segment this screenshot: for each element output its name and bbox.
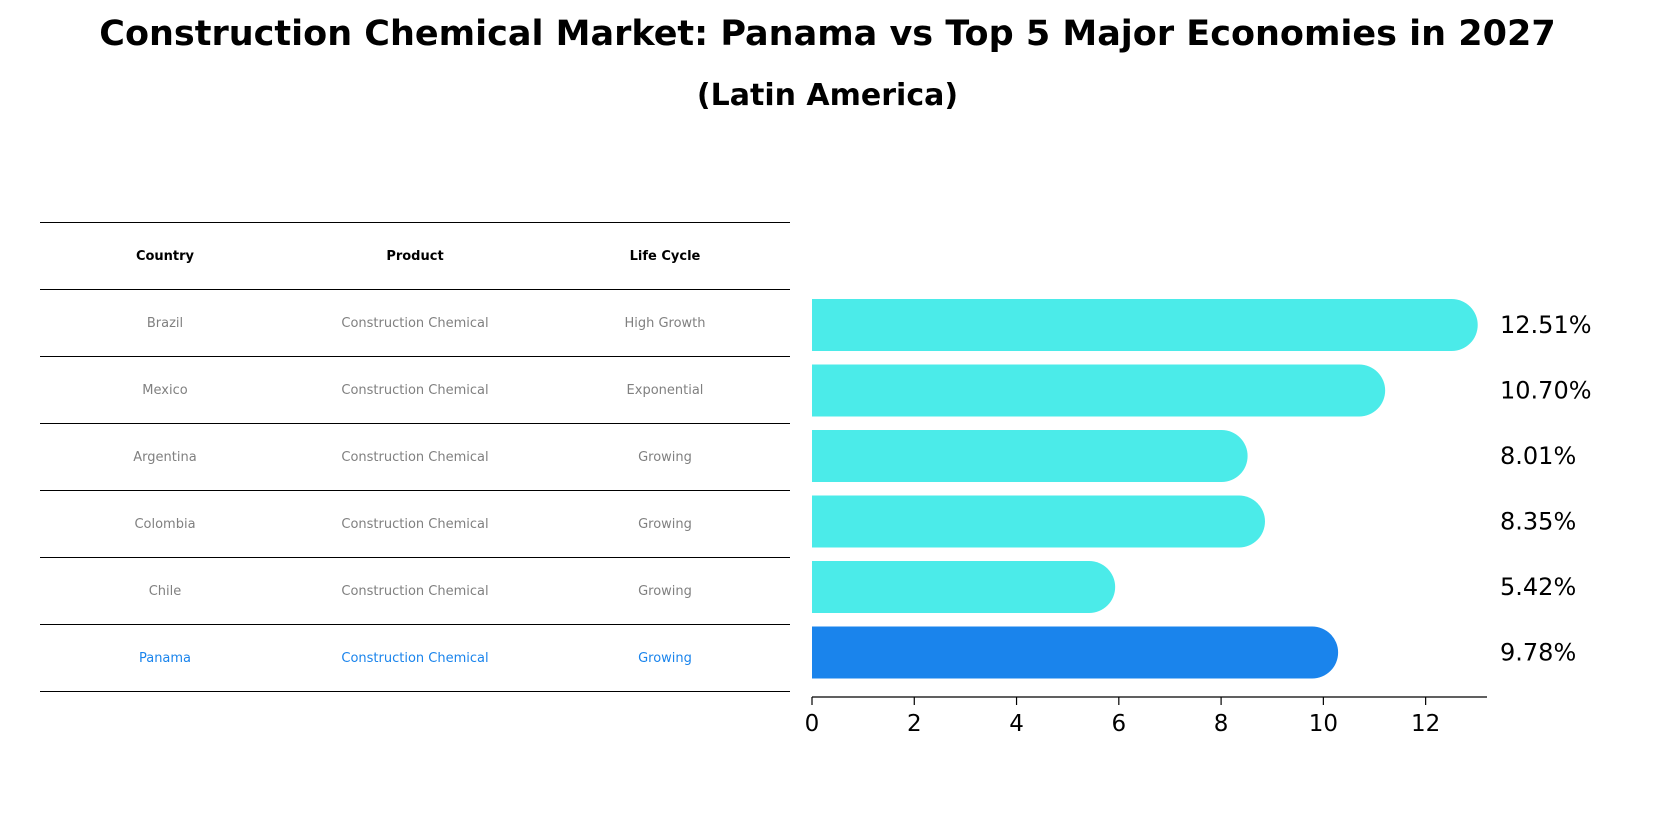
cell-country: Mexico (142, 382, 188, 398)
cell-country: Brazil (146, 315, 184, 331)
cell-country: Argentina (133, 449, 197, 465)
market-table: Country Product Life Cycle Brazil Constr… (40, 222, 790, 692)
header-country: Country (135, 248, 195, 264)
value-label-chile: 5.42% (1500, 573, 1576, 601)
cell-life-cycle: High Growth (624, 315, 706, 331)
x-tick-label: 10 (1309, 711, 1338, 737)
x-tick-label: 0 (805, 711, 820, 737)
bar-brazil (812, 299, 1478, 351)
table-row-highlight: Panama Construction Chemical Growing (40, 624, 790, 692)
cell-country: Panama (138, 650, 192, 666)
table-row: Brazil Construction Chemical High Growth (40, 289, 790, 356)
cell-product: Construction Chemical (341, 449, 489, 465)
x-tick-label: 4 (1009, 711, 1024, 737)
bar-argentina (812, 430, 1248, 482)
x-tick-label: 12 (1411, 711, 1440, 737)
header-product: Product (386, 248, 444, 264)
cell-life-cycle: Exponential (626, 382, 704, 398)
bar-mexico (812, 364, 1386, 417)
table-row: Chile Construction Chemical Growing (40, 557, 790, 624)
bar-chile (812, 561, 1116, 613)
cell-life-cycle: Growing (638, 516, 692, 532)
cell-country: Chile (148, 583, 182, 599)
value-label-mexico: 10.70% (1500, 377, 1592, 405)
cell-product: Construction Chemical (341, 583, 489, 599)
table-row: Mexico Construction Chemical Exponential (40, 356, 790, 423)
cell-product: Construction Chemical (341, 315, 489, 331)
table-row: Colombia Construction Chemical Growing (40, 490, 790, 557)
cell-country: Colombia (134, 516, 196, 532)
cell-product: Construction Chemical (341, 516, 489, 532)
cell-life-cycle: Growing (638, 583, 692, 599)
chart-title: Construction Chemical Market: Panama vs … (99, 14, 1556, 54)
x-tick-label: 6 (1111, 711, 1126, 737)
x-tick-label: 2 (907, 711, 922, 737)
table-header-row: Country Product Life Cycle (40, 222, 790, 289)
cell-product: Construction Chemical (341, 650, 489, 666)
chart-subtitle: (Latin America) (696, 78, 959, 113)
table-row: Argentina Construction Chemical Growing (40, 423, 790, 490)
cell-life-cycle: Growing (638, 449, 692, 465)
cell-product: Construction Chemical (341, 382, 489, 398)
x-tick-label: 8 (1214, 711, 1229, 737)
value-label-panama: 9.78% (1500, 639, 1576, 667)
bar-panama (812, 626, 1339, 679)
header-life-cycle: Life Cycle (629, 248, 701, 264)
value-label-colombia: 8.35% (1500, 508, 1576, 536)
bar-colombia (812, 495, 1265, 548)
value-label-argentina: 8.01% (1500, 442, 1576, 470)
cell-life-cycle: Growing (638, 650, 692, 666)
value-label-brazil: 12.51% (1500, 311, 1592, 339)
